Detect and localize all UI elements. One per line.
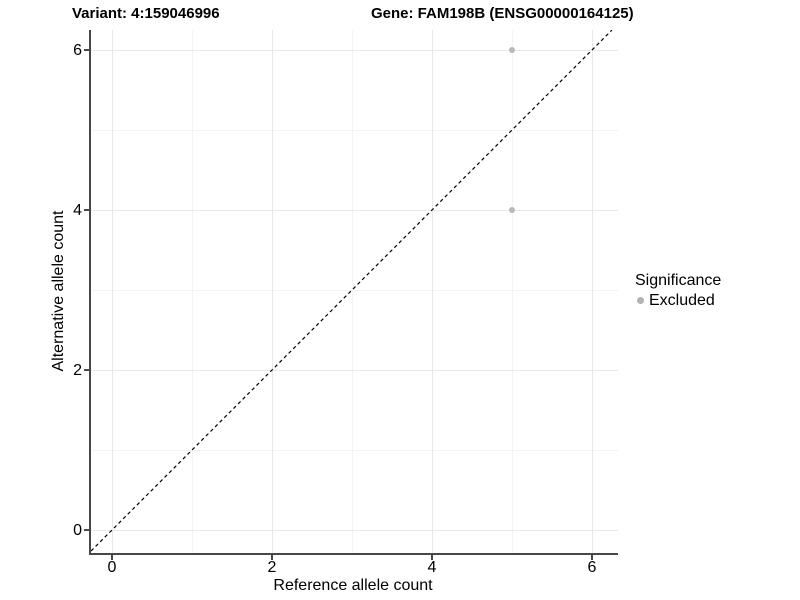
x-gridline-major (591, 30, 593, 553)
y-axis-title: Alternative allele count (50, 210, 67, 372)
y-tick-mark (84, 209, 89, 211)
legend-title: Significance (635, 272, 722, 289)
legend: Significance Excluded (632, 271, 721, 310)
x-gridline-minor (191, 30, 193, 553)
plot-title-variant: Variant: 4:159046996 (72, 5, 220, 22)
y-tick-label: 2 (73, 361, 82, 379)
y-tick-label: 6 (73, 41, 82, 59)
data-point (509, 47, 515, 53)
y-gridline-major (91, 49, 618, 51)
legend-item-label: Excluded (649, 292, 715, 309)
identity-line (91, 30, 613, 552)
legend-item-excluded: Excluded (632, 291, 721, 310)
x-tick-mark (271, 555, 273, 560)
y-gridline-major (91, 529, 618, 531)
x-tick-label: 4 (427, 559, 437, 576)
x-tick-label: 0 (107, 559, 117, 576)
x-axis-title: Reference allele count (273, 577, 433, 594)
y-gridline-minor (91, 289, 618, 291)
y-gridline-major (91, 369, 618, 371)
x-tick-label: 2 (267, 559, 277, 576)
y-tick-mark (84, 49, 89, 51)
y-gridline-major (91, 209, 618, 211)
y-tick-label: 4 (73, 201, 82, 219)
y-tick-mark (84, 369, 89, 371)
y-gridline-minor (91, 449, 618, 451)
y-tick-label: 0 (73, 521, 82, 539)
plot-title-gene: Gene: FAM198B (ENSG00000164125) (371, 5, 634, 22)
y-tick-mark (84, 529, 89, 531)
x-tick-mark (591, 555, 593, 560)
x-gridline-minor (351, 30, 353, 553)
x-tick-mark (111, 555, 113, 560)
data-point (509, 207, 515, 213)
x-tick-mark (431, 555, 433, 560)
plot-panel (89, 30, 618, 555)
x-gridline-major (271, 30, 273, 553)
x-gridline-major (111, 30, 113, 553)
identity-line-svg (91, 30, 613, 552)
y-gridline-minor (91, 129, 618, 131)
legend-key-dot (637, 297, 644, 304)
plot-panel-inner (91, 30, 618, 553)
x-tick-label: 6 (587, 559, 597, 576)
x-gridline-major (431, 30, 433, 553)
x-gridline-minor (511, 30, 513, 553)
